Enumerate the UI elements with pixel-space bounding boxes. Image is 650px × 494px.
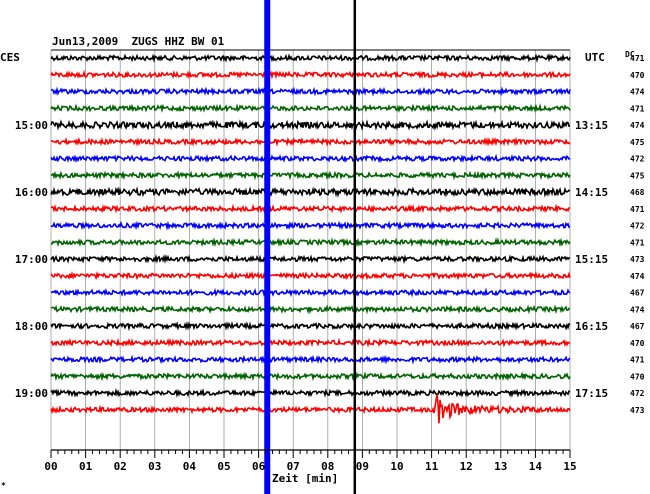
dc-value-label: 467 [630,322,645,331]
right-timezone-label: UTC [585,51,605,64]
dc-value-label: 471 [630,54,645,63]
x-tick-label: 05 [217,460,230,473]
dc-value-label: 467 [630,289,645,298]
x-tick-label: 01 [79,460,93,473]
x-tick-label: 10 [390,460,403,473]
trace-line [50,287,571,298]
left-timezone-label: CES [0,51,20,64]
x-tick-label: 15 [563,460,576,473]
x-axis-label: Zeit [min] [272,472,338,485]
trace-line [50,394,571,424]
x-tick-label: 06 [252,460,266,473]
trace-line [50,69,571,80]
trace-line [50,320,571,332]
trace-line [50,337,571,348]
trace-line [50,388,571,399]
dc-value-label: 471 [630,238,645,247]
trace-labels: 15:00 16:00 17:00 18:00 19:00 13:15 14:15 15:15… [15,54,645,415]
trace-line [50,253,571,265]
vertical-markers [264,0,357,494]
trace-line [50,371,571,382]
dc-value-label: 472 [630,155,645,164]
left-hour-label: 15:00 [15,119,48,132]
trace-line [50,170,571,181]
right-hour-label: 16:15 [575,320,608,333]
dc-value-label: 470 [630,339,645,348]
trace-line [50,103,571,114]
footer-mark: * [1,481,6,490]
dc-value-label: 474 [630,121,645,130]
dc-value-label: 471 [630,356,645,365]
chart-title: Jun13,2009 ZUGS HHZ BW 01 [52,35,225,48]
dc-value-label: 474 [630,272,645,281]
dc-value-label: 473 [630,406,645,415]
trace-line [50,136,571,147]
x-tick-label: 00 [44,460,57,473]
x-tick-label: 02 [114,460,127,473]
trace-line [50,53,571,63]
x-tick-label: 08 [321,460,334,473]
x-tick-label: 14 [529,460,543,473]
trace-line [50,186,571,198]
dc-value-label: 470 [630,71,645,80]
x-tick-label: 09 [356,460,369,473]
trace-line [50,354,571,365]
left-hour-label: 16:00 [15,186,48,199]
trace-line [50,304,571,315]
trace-line [50,270,571,281]
trace-line [50,203,571,215]
x-tick-label: 04 [183,460,197,473]
x-tick-label: 11 [425,460,439,473]
trace-line [50,119,571,132]
trace-line [50,153,571,164]
dc-value-label: 470 [630,372,645,381]
seismogram-traces [50,53,571,424]
dc-value-label: 471 [630,205,645,214]
dc-value-label: 471 [630,104,645,113]
grid [50,49,571,450]
dc-value-label: 474 [630,305,645,314]
dc-value-label: 474 [630,88,645,97]
left-hour-label: 19:00 [15,387,48,400]
dc-value-label: 468 [630,188,645,197]
x-tick-label: 12 [460,460,473,473]
time-axis: 00 01 02 03 04 05 06 07 08 09 10 11 12 13 14 15 [44,449,577,473]
dc-value-label: 472 [630,389,645,398]
left-hour-label: 18:00 [15,320,48,333]
dc-value-label: 472 [630,222,645,231]
right-hour-label: 17:15 [575,387,608,400]
left-hour-label: 17:00 [15,253,48,266]
dc-value-label: 475 [630,171,645,180]
trace-line [50,220,571,231]
dc-header-label: DC [625,50,635,59]
trace-line [50,237,571,248]
dc-value-label: 475 [630,138,645,147]
x-tick-label: 03 [148,460,161,473]
x-tick-label: 07 [287,460,300,473]
right-hour-label: 13:15 [575,119,608,132]
dc-value-label: 473 [630,255,645,264]
right-hour-label: 15:15 [575,253,608,266]
x-tick-label: 13 [494,460,507,473]
right-hour-label: 14:15 [575,186,608,199]
trace-line [50,86,571,97]
